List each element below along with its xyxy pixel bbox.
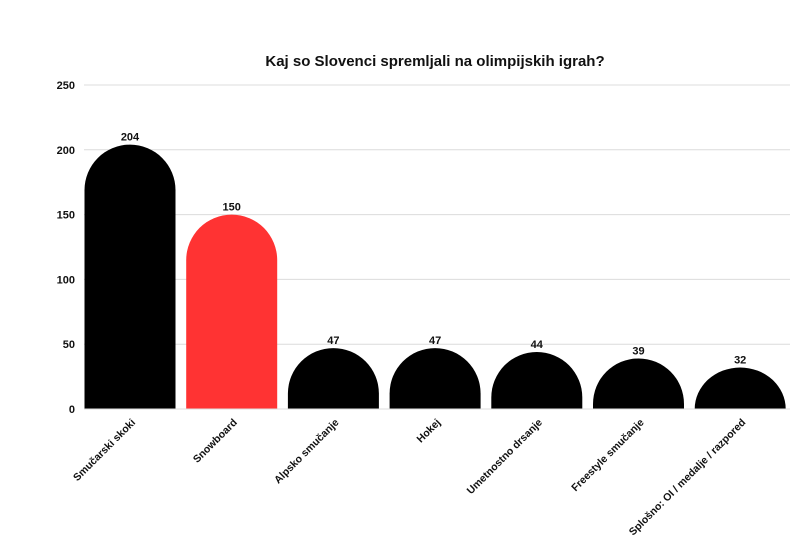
y-axis-ticks: 0 50 100 150 200 250 (57, 80, 75, 416)
category-label: Smučarski skoki (71, 417, 138, 484)
y-tick-label: 0 (69, 404, 75, 416)
category-label: Umetnostno drsanje (465, 417, 545, 497)
category-label: Alpsko smučanje (272, 417, 342, 487)
value-label: 32 (734, 355, 746, 367)
bar-2 (287, 348, 379, 409)
y-tick-label: 200 (57, 145, 75, 157)
bar-0 (84, 144, 176, 409)
chart-title: Kaj so Slovenci spremljali na olimpijski… (265, 53, 604, 70)
value-label: 47 (429, 335, 441, 347)
bar-5 (593, 358, 684, 409)
category-label: Freestyle smučanje (569, 417, 647, 495)
y-tick-label: 150 (57, 210, 75, 222)
category-labels: Smučarski skoki Snowboard Alpsko smučanje H… (71, 417, 748, 539)
bars (84, 144, 790, 410)
bar-1 (186, 214, 278, 409)
value-label: 150 (223, 202, 241, 214)
category-label: Snowboard (191, 417, 240, 466)
value-label: 39 (632, 345, 644, 357)
value-label: 44 (531, 339, 544, 351)
y-tick-label: 100 (57, 274, 75, 286)
value-labels: 204 150 47 47 44 39 32 (121, 132, 747, 367)
category-label: Splošno: OI / medalje / razpored (627, 417, 749, 539)
bar-4 (491, 351, 583, 409)
y-tick-label: 250 (57, 80, 75, 92)
category-label: Hokej (415, 417, 444, 446)
value-label: 204 (121, 132, 140, 144)
y-tick-label: 50 (63, 339, 75, 351)
bar-6 (694, 367, 786, 409)
bar-3 (389, 348, 481, 409)
value-label: 47 (327, 335, 339, 347)
